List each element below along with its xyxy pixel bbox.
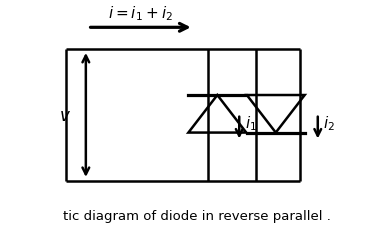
Text: $v$: $v$ bbox=[59, 106, 71, 124]
Text: $i_2$: $i_2$ bbox=[323, 114, 335, 132]
Text: $i = i_1 + i_2$: $i = i_1 + i_2$ bbox=[108, 4, 173, 22]
Text: $i_1$: $i_1$ bbox=[245, 114, 256, 132]
Text: tic diagram of diode in reverse parallel .: tic diagram of diode in reverse parallel… bbox=[63, 209, 331, 222]
